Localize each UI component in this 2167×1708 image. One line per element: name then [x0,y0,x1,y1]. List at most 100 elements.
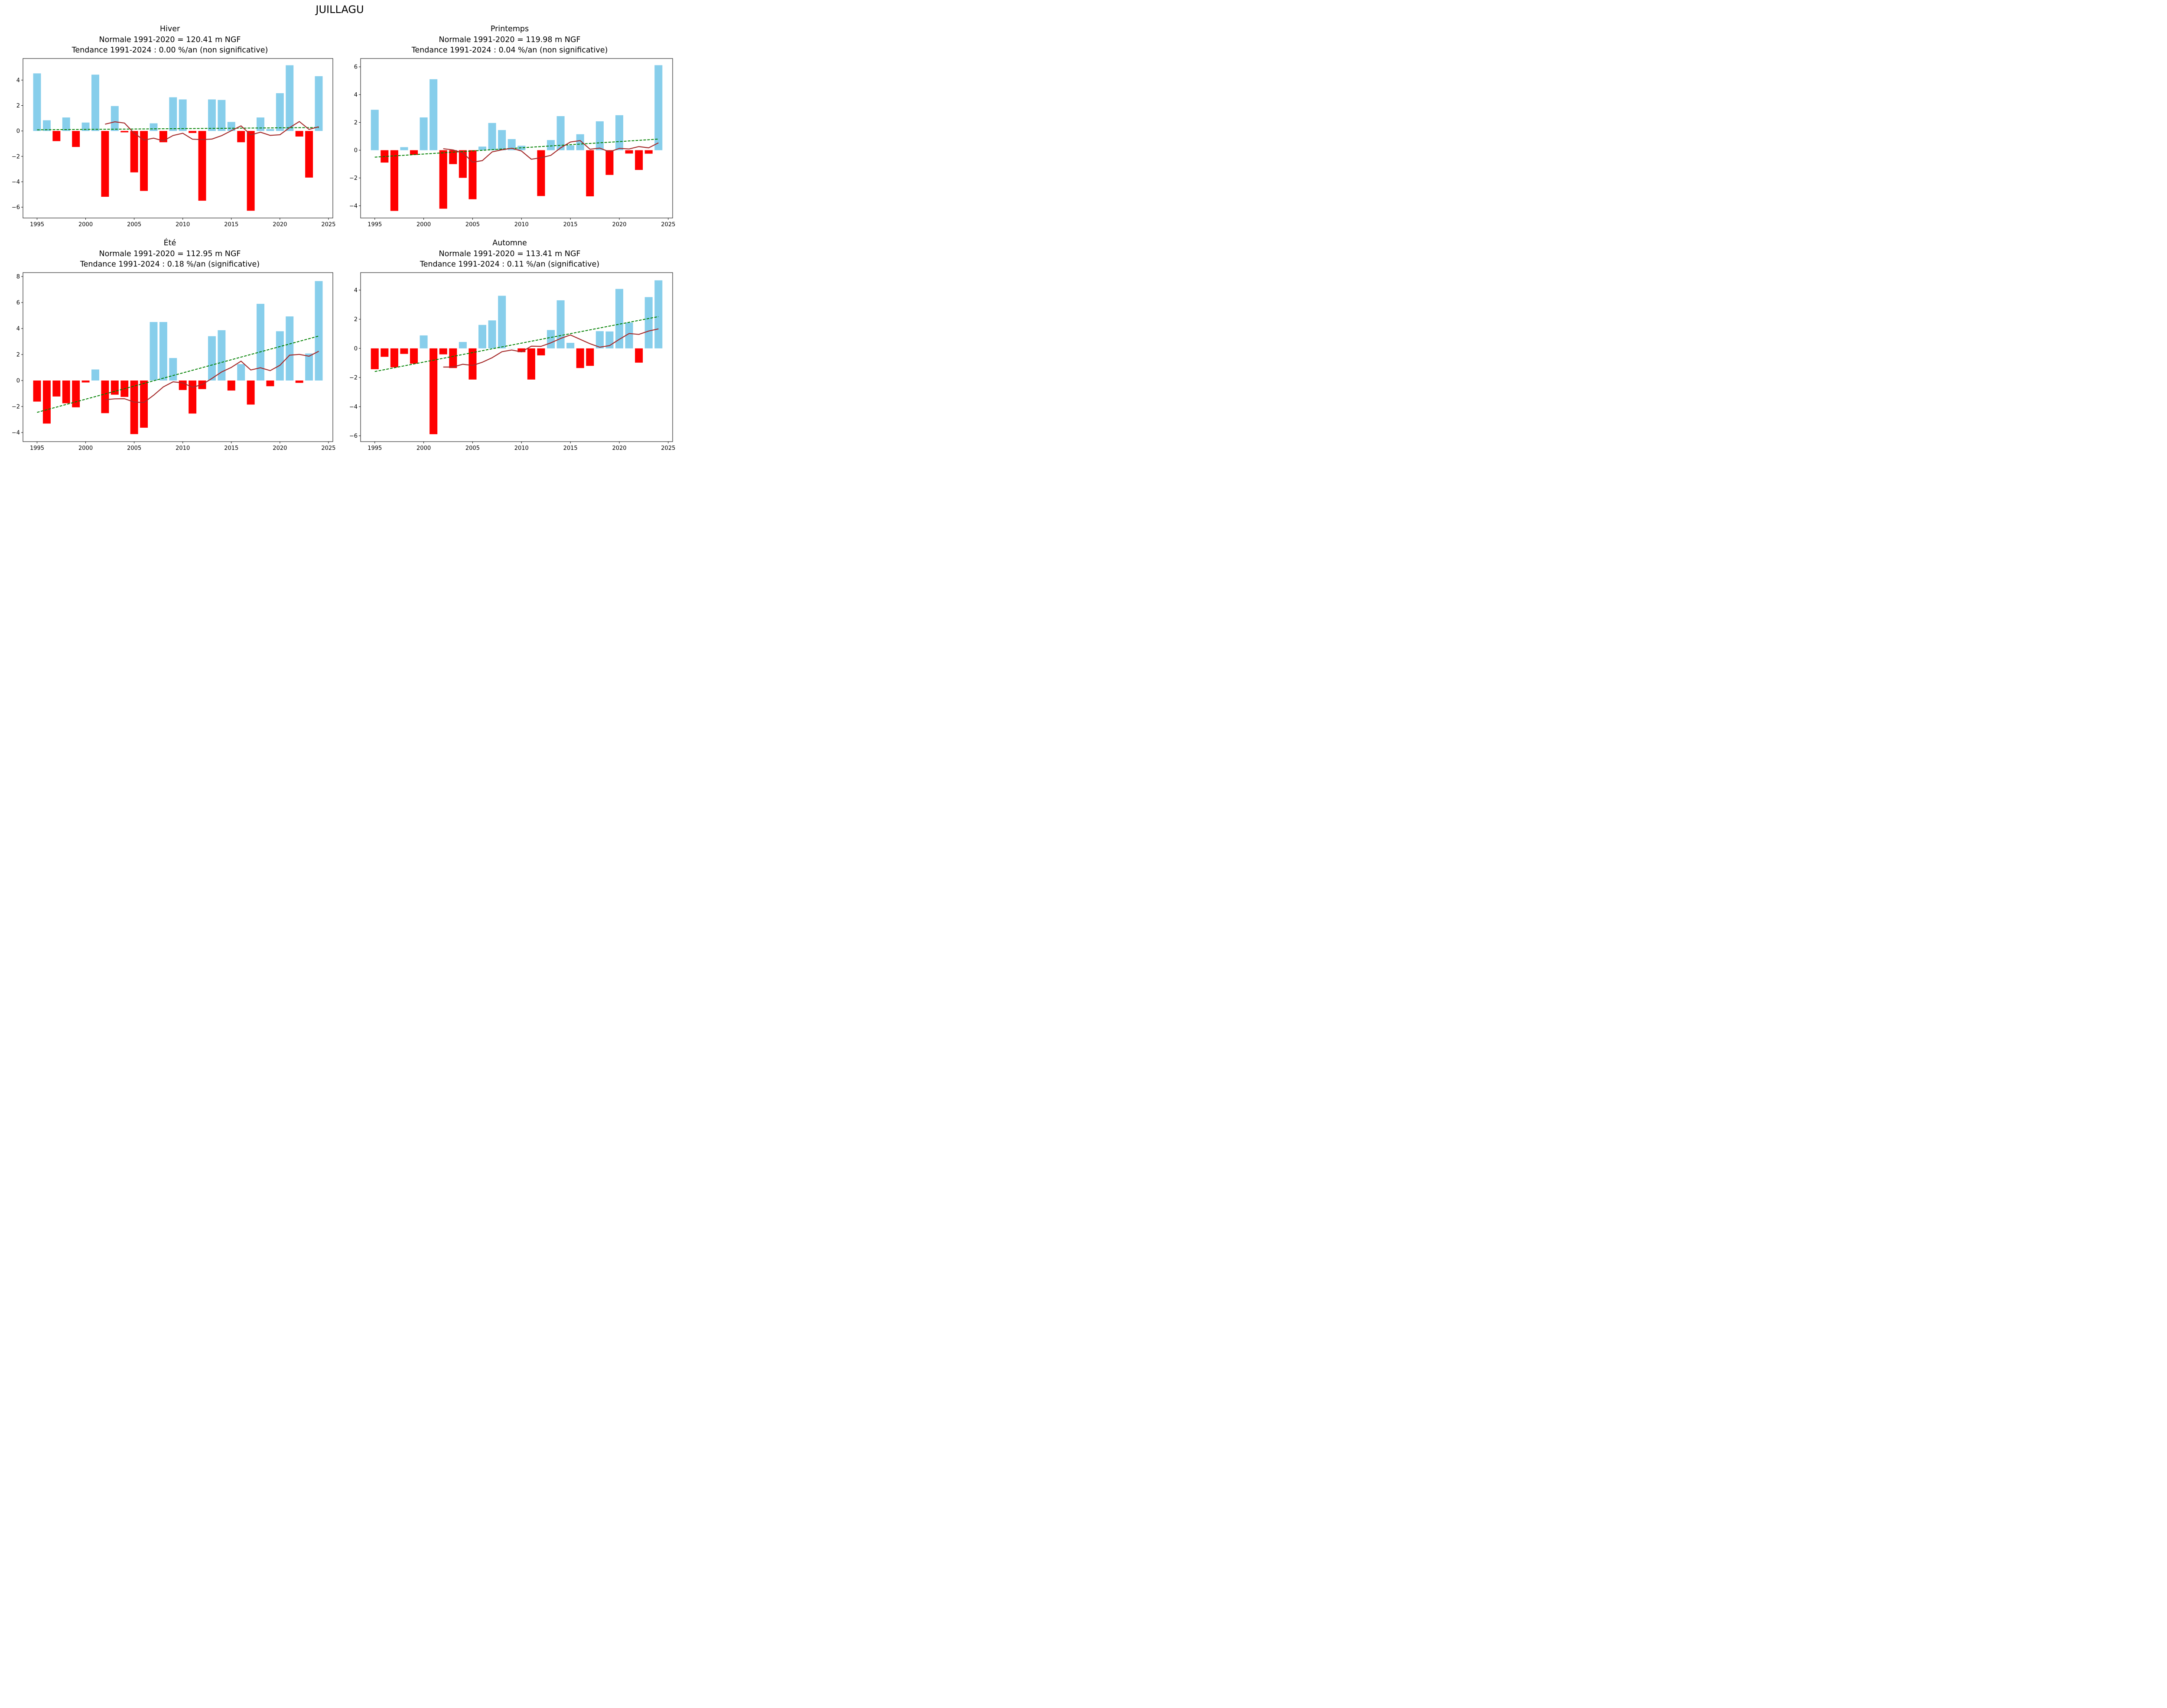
bar-negative [295,381,303,383]
bar-positive [315,76,323,131]
trend-subtitle: Tendance 1991-2024 : 0.11 %/an (signific… [420,260,600,269]
bar-negative [247,131,255,211]
panel-title: Été Normale 1991-2020 = 112.95 m NGF Ten… [0,238,340,270]
bar-negative [62,381,70,403]
bar-negative [537,348,545,355]
bar-positive [547,140,555,150]
bar-positive [498,296,506,348]
bar-negative [449,150,457,164]
bar-positive [420,335,428,348]
y-tick-label: 0 [16,378,20,384]
bar-positive [81,122,90,131]
bar-negative [381,348,389,357]
bar-positive [218,100,226,131]
moving-average-line [105,351,319,403]
panel-title: Automne Normale 1991-2020 = 113.41 m NGF… [340,238,680,270]
bar-positive [237,364,245,381]
y-tick-label: −6 [349,433,358,439]
bar-positive [644,297,653,348]
x-tick-label: 2015 [563,445,578,452]
bar-positive [625,322,633,348]
bar-positive [556,116,565,150]
bar-positive [208,336,216,381]
bar-positive [91,75,99,131]
bar-negative [101,131,109,197]
y-tick-label: −2 [349,175,358,182]
bar-positive [488,320,496,348]
y-tick-label: 2 [16,103,20,109]
bar-positive [371,110,379,150]
x-tick-label: 2000 [416,221,431,228]
bar-negative [42,381,51,424]
panel-hiver: Hiver Normale 1991-2020 = 120.41 m NGF T… [0,0,340,228]
bar-negative [189,381,197,414]
bar-positive [615,115,624,150]
bar-negative [179,381,187,390]
bar-negative [469,150,477,199]
bar-negative [576,348,584,368]
bar-positive [315,281,323,381]
bar-positive [91,369,99,381]
bar-negative [527,348,535,380]
x-tick-label: 2010 [514,221,529,228]
bar-positive [150,322,158,381]
x-tick-label: 2015 [563,221,578,228]
bar-negative [227,381,235,391]
normal-subtitle: Normale 1991-2020 = 120.41 m NGF [99,35,241,44]
bar-negative [72,131,80,147]
y-tick-label: −4 [12,430,20,436]
bar-positive [266,129,274,131]
bar-negative [120,131,129,133]
bar-positive [276,93,284,131]
bar-negative [635,150,643,170]
x-tick-label: 2010 [176,445,190,452]
bar-negative [140,381,148,428]
moving-average-line [443,328,659,368]
bar-positive [62,117,70,131]
trend-subtitle: Tendance 1991-2024 : 0.04 %/an (non sign… [411,46,608,55]
bar-negative [295,131,303,137]
bar-positive [276,331,284,381]
y-tick-label: −4 [349,404,358,410]
bar-negative [101,381,109,413]
normal-subtitle: Normale 1991-2020 = 113.41 m NGF [439,249,581,258]
bar-negative [410,150,418,155]
x-tick-label: 2020 [612,221,626,228]
bar-positive [169,358,177,381]
y-tick-label: −4 [12,179,20,185]
x-tick-label: 2020 [273,445,287,452]
bar-positive [547,330,555,348]
y-tick-label: −6 [12,205,20,211]
bar-negative [449,348,457,368]
bar-negative [537,150,545,196]
bar-positive [305,353,313,381]
bar-positive [488,123,496,150]
bar-negative [130,131,138,172]
panel-title: Hiver Normale 1991-2020 = 120.41 m NGF T… [0,24,340,56]
normal-subtitle: Normale 1991-2020 = 119.98 m NGF [439,35,581,44]
bar-negative [390,150,398,211]
bar-positive [459,342,467,348]
bar-positive [42,120,51,131]
plot-frame [23,272,333,442]
x-tick-label: 2010 [176,221,190,228]
bar-positive [429,79,438,150]
x-tick-label: 2015 [224,445,238,452]
bar-negative [52,381,61,397]
bar-negative [189,131,197,133]
chart-svg: 1995 2000 2005 2010 2015 2020 2025 −4 −2 0 2 4 6 8 [12,272,335,452]
moving-average-line [443,140,659,163]
chart-svg: 1995 2000 2005 2010 2015 2020 2025 −6 −4 −2 0 2 4 [12,58,335,228]
trend-subtitle: Tendance 1991-2024 : 0.00 %/an (non sign… [72,46,268,55]
x-tick-label: 2000 [78,221,93,228]
bar-positive [286,65,294,131]
bar-negative [81,381,90,383]
x-tick-label: 1995 [368,221,382,228]
bar-positive [169,97,177,131]
bar-positive [227,122,235,131]
x-tick-label: 2000 [78,445,93,452]
bar-negative [439,348,447,355]
bar-negative [586,150,594,196]
chart-svg: 1995 2000 2005 2010 2015 2020 2025 −6 −4 −2 0 2 4 [349,272,675,452]
panel-title: Printemps Normale 1991-2020 = 119.98 m N… [340,24,680,56]
